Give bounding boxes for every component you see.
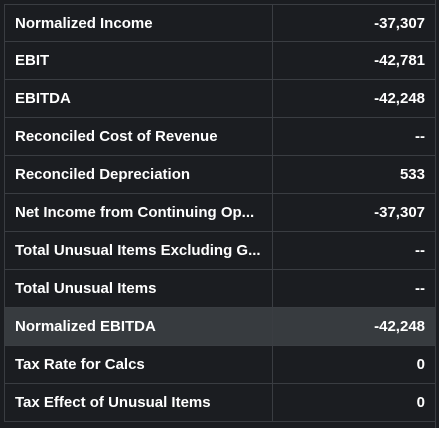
row-label: EBIT	[5, 42, 273, 79]
row-label: Tax Rate for Calcs	[5, 346, 273, 383]
table-row-tax-rate-for-calcs[interactable]: Tax Rate for Calcs 0	[5, 346, 435, 384]
row-value: --	[415, 242, 425, 259]
table-row-ebit[interactable]: EBIT -42,781	[5, 42, 435, 80]
row-value: -37,307	[374, 204, 425, 221]
table-row-total-unusual-items[interactable]: Total Unusual Items --	[5, 270, 435, 308]
table-row-tax-effect-of-unusual-items[interactable]: Tax Effect of Unusual Items 0	[5, 384, 435, 422]
row-value: -42,248	[374, 318, 425, 335]
row-value: -42,781	[374, 52, 425, 69]
row-value: --	[415, 280, 425, 297]
row-value: 533	[399, 166, 425, 183]
table-row-total-unusual-items-excluding[interactable]: Total Unusual Items Excluding G... --	[5, 232, 435, 270]
row-label: Net Income from Continuing Op...	[5, 194, 273, 231]
row-value: 0	[416, 394, 425, 411]
row-label: Total Unusual Items	[5, 270, 273, 307]
table-row-ebitda[interactable]: EBITDA -42,248	[5, 80, 435, 118]
table-row-normalized-income[interactable]: Normalized Income -37,307	[5, 5, 435, 42]
table-right-border	[435, 0, 436, 428]
table-row-reconciled-cost-of-revenue[interactable]: Reconciled Cost of Revenue --	[5, 118, 435, 156]
table-row-net-income-continuing-ops[interactable]: Net Income from Continuing Op... -37,307	[5, 194, 435, 232]
row-value: -37,307	[374, 14, 425, 32]
row-label: Tax Effect of Unusual Items	[5, 384, 273, 421]
financials-table: Normalized Income -37,307 EBIT -42,781 E…	[4, 4, 435, 422]
row-value: -42,248	[374, 90, 425, 107]
row-label: Normalized EBITDA	[5, 308, 273, 345]
row-value: 0	[416, 356, 425, 373]
row-label: EBITDA	[5, 80, 273, 117]
row-label: Normalized Income	[5, 5, 273, 41]
row-label: Reconciled Cost of Revenue	[5, 118, 273, 155]
table-row-reconciled-depreciation[interactable]: Reconciled Depreciation 533	[5, 156, 435, 194]
table-row-normalized-ebitda[interactable]: Normalized EBITDA -42,248	[5, 308, 435, 346]
row-label: Reconciled Depreciation	[5, 156, 273, 193]
row-value: --	[415, 128, 425, 145]
row-label: Total Unusual Items Excluding G...	[5, 232, 273, 269]
